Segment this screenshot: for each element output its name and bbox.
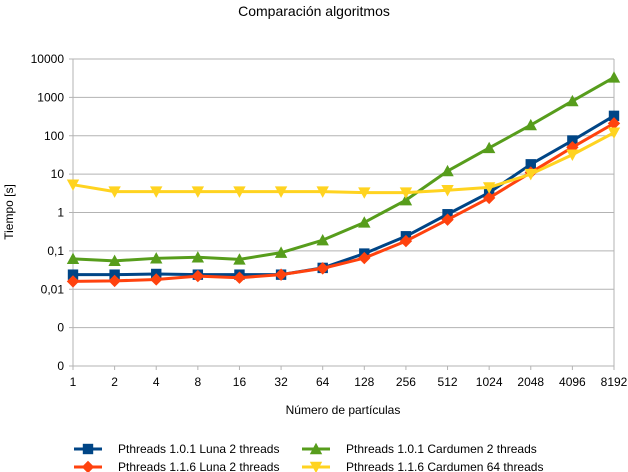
data-point [525, 159, 536, 170]
y-tick-label: 100 [44, 129, 64, 143]
series-4 [66, 127, 621, 199]
data-point [316, 186, 329, 198]
legend-item: Pthreads 1.0.1 Cardumen 2 threads [302, 442, 537, 456]
x-tick-label: 128 [354, 375, 374, 389]
x-tick-label: 2048 [517, 375, 544, 389]
x-tick-label: 16 [233, 375, 247, 389]
legend-label: Pthreads 1.1.6 Cardumen 64 threads [346, 460, 543, 472]
legend-item: Pthreads 1.0.1 Luna 2 threads [74, 442, 279, 456]
data-point [482, 182, 496, 194]
series-line [72, 131, 615, 195]
data-point [358, 251, 371, 265]
data-point [150, 273, 163, 286]
series-group [66, 71, 621, 288]
data-point [233, 186, 246, 198]
data-point [524, 118, 537, 131]
legend-item: Pthreads 1.1.6 Cardumen 64 threads [302, 460, 543, 472]
data-point [441, 164, 454, 177]
x-axis-ticks: 1 2 4 8 16 32 64 128 256 512 1024 2048 4096 8192 [70, 366, 628, 389]
legend-marker [309, 442, 323, 455]
data-point [358, 216, 371, 228]
data-point [108, 274, 121, 288]
data-point [607, 71, 621, 83]
y-axis-ticks: 10000 1000 100 10 1 0,1 0,01 0 0 [31, 52, 73, 373]
data-point [274, 186, 288, 198]
data-point [482, 191, 496, 205]
data-point [191, 186, 205, 198]
series-2 [66, 71, 621, 267]
data-point [566, 94, 579, 107]
data-point [358, 187, 371, 199]
data-point [608, 110, 620, 122]
x-tick-label: 32 [274, 375, 288, 389]
series-3 [66, 117, 621, 288]
chart-title: Comparación algoritmos [238, 3, 390, 19]
data-point [399, 234, 413, 248]
data-point [567, 135, 578, 146]
legend-marker [81, 460, 95, 472]
data-point [233, 253, 246, 265]
series-line [73, 114, 615, 277]
y-tick-label: 10000 [31, 52, 65, 66]
gridlines [73, 58, 614, 367]
axes [72, 59, 615, 366]
x-tick-label: 64 [316, 375, 330, 389]
data-point [316, 233, 329, 246]
data-point [441, 185, 454, 197]
data-point [274, 246, 288, 258]
data-point [233, 271, 246, 284]
y-tick-label: 0,1 [47, 244, 64, 258]
legend: Pthreads 1.0.1 Luna 2 threads Pthreads 1.… [74, 442, 543, 472]
x-tick-label: 1024 [476, 375, 503, 389]
data-point [66, 275, 80, 288]
data-point [108, 186, 121, 198]
data-point [67, 269, 79, 280]
data-point [399, 193, 413, 206]
data-point [191, 269, 205, 283]
legend-marker [309, 461, 323, 472]
data-point [566, 149, 579, 161]
y-tick-label: 1000 [37, 90, 64, 104]
data-point [191, 251, 205, 263]
x-tick-label: 8192 [601, 375, 628, 389]
x-tick-label: 1 [70, 375, 77, 389]
x-tick-label: 8 [195, 375, 202, 389]
x-tick-label: 256 [396, 375, 416, 389]
x-tick-label: 4 [153, 375, 160, 389]
legend-label: Pthreads 1.0.1 Luna 2 threads [118, 442, 279, 456]
data-point [109, 269, 120, 280]
x-tick-label: 4096 [559, 375, 586, 389]
data-point [607, 127, 621, 139]
data-point [66, 252, 80, 265]
legend-label: Pthreads 1.1.6 Luna 2 threads [118, 460, 279, 472]
data-point [150, 252, 163, 264]
legend-label: Pthreads 1.0.1 Cardumen 2 threads [346, 442, 537, 456]
y-tick-label: 10 [51, 167, 65, 181]
data-point [150, 186, 163, 198]
data-point [607, 117, 621, 130]
y-tick-label: 0,01 [41, 282, 65, 296]
data-point [482, 141, 496, 154]
data-point [274, 268, 288, 281]
y-tick-label: 1 [57, 206, 64, 220]
x-axis-label: Número de partículas [286, 403, 401, 417]
data-point [399, 187, 413, 199]
legend-marker [82, 443, 94, 455]
legend-item: Pthreads 1.1.6 Luna 2 threads [74, 460, 279, 472]
data-point [66, 179, 80, 191]
data-point [524, 168, 537, 181]
y-tick-label: 0 [57, 359, 64, 373]
data-point [316, 262, 329, 275]
data-point [441, 213, 454, 226]
data-point [108, 254, 121, 267]
x-tick-label: 2 [111, 375, 118, 389]
y-tick-label: 0 [57, 321, 64, 335]
series-line [72, 76, 615, 263]
y-axis-label: Tiempo [s] [2, 184, 16, 240]
x-tick-label: 512 [438, 375, 458, 389]
